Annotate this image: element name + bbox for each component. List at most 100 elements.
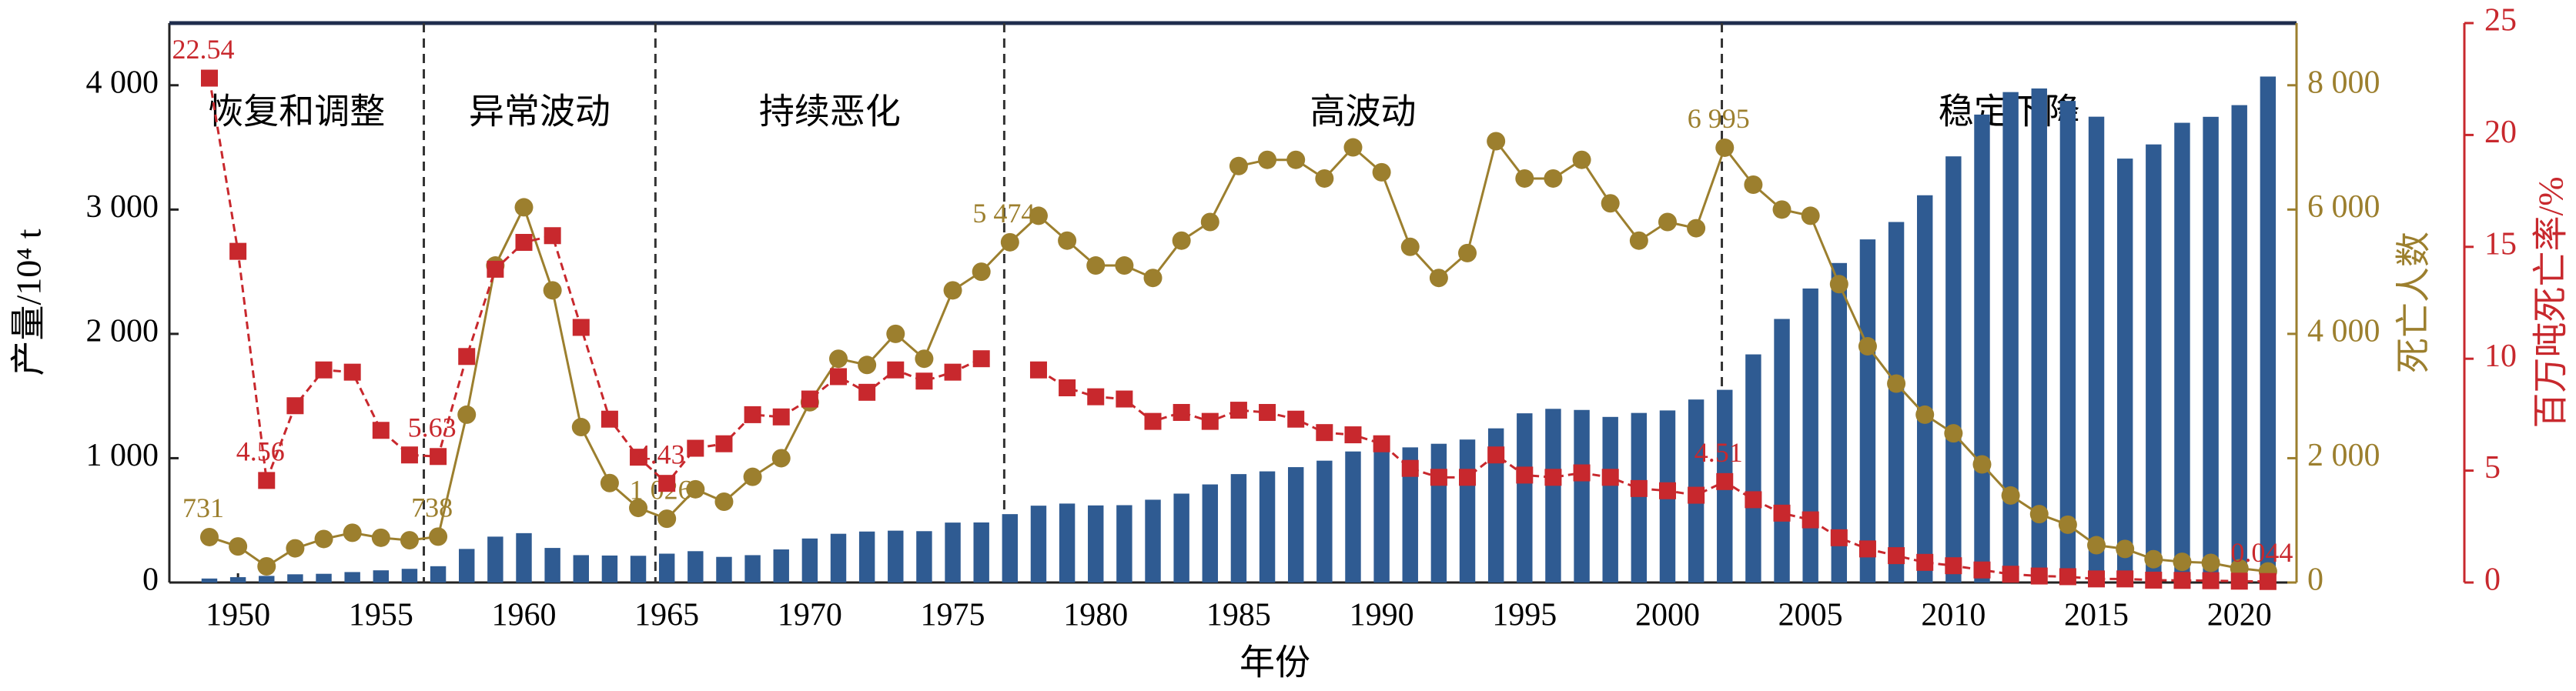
point: [1316, 424, 1333, 442]
bar: [1030, 506, 1047, 583]
bar: [401, 569, 418, 583]
bar: [1459, 439, 1476, 583]
point: [1487, 132, 1506, 151]
y3-axis-title: 百万吨死亡率/%: [2531, 176, 2571, 428]
point: [257, 556, 276, 576]
point: [1829, 275, 1848, 294]
x-tick-label: 1985: [1206, 598, 1271, 633]
point: [458, 348, 476, 366]
bar: [516, 532, 532, 583]
point: [1744, 175, 1763, 195]
x-tick-label: 1975: [921, 598, 985, 633]
point: [2059, 568, 2076, 586]
point: [1573, 464, 1591, 482]
point: [400, 531, 419, 550]
y2-tick-label: 4 000: [2307, 314, 2380, 349]
bar: [1945, 156, 1962, 583]
point: [400, 446, 418, 464]
point: [771, 449, 791, 468]
bar: [2059, 101, 2076, 583]
bar: [773, 549, 789, 583]
x-tick-label: 2020: [2207, 598, 2272, 633]
bar: [945, 522, 961, 583]
bar: [1917, 195, 1933, 583]
bar: [1859, 239, 1876, 583]
bar: [487, 536, 503, 583]
point: [200, 69, 218, 87]
point: [772, 408, 790, 426]
bar: [1088, 505, 1104, 583]
line: [208, 78, 982, 486]
y2-tick-label: 8 000: [2307, 65, 2380, 100]
point: [657, 509, 677, 529]
bar: [2031, 88, 2047, 583]
line: [1038, 369, 2268, 583]
point: [1658, 212, 1677, 232]
bar: [2146, 144, 2162, 583]
bar: [1287, 467, 1304, 583]
point: [544, 227, 561, 245]
point: [430, 448, 447, 466]
point: [1458, 243, 1477, 262]
point: [1201, 412, 1219, 430]
point: [1459, 469, 1477, 486]
point: [1687, 219, 1706, 238]
y-tick-label: 3 000: [86, 189, 159, 225]
point: [2173, 572, 2191, 589]
point: [801, 390, 818, 408]
bar: [2116, 159, 2133, 583]
bar: [573, 555, 589, 583]
bar: [801, 538, 818, 583]
point: [1143, 269, 1163, 288]
bar: [1745, 354, 1761, 583]
point: [1173, 403, 1190, 421]
point: [1601, 469, 1619, 486]
bar: [973, 522, 989, 583]
bar: [1002, 514, 1019, 583]
x-tick-label: 2000: [1635, 598, 1700, 633]
point: [1801, 206, 1820, 225]
point: [372, 422, 390, 439]
bar: [1373, 448, 1390, 583]
point: [886, 324, 905, 343]
bar: [888, 530, 904, 583]
y2-tick-label: 6 000: [2307, 189, 2380, 225]
point: [286, 539, 305, 558]
y3-tick-label: 0: [2484, 562, 2501, 598]
point: [1487, 446, 1505, 464]
point: [315, 361, 333, 379]
point: [1286, 150, 1306, 169]
point: [1429, 269, 1448, 288]
bar: [1173, 493, 1189, 583]
bar: [830, 533, 847, 583]
point: [1373, 435, 1390, 452]
point: [1258, 150, 1277, 169]
point: [1229, 402, 1247, 419]
point: [229, 242, 247, 260]
y-tick-label: 2 000: [86, 314, 159, 349]
point: [2087, 536, 2106, 555]
point: [2058, 515, 2077, 534]
point: [487, 260, 504, 278]
point: [1944, 424, 1963, 443]
point: [1858, 540, 1876, 558]
point: [1229, 156, 1248, 175]
point: [1315, 169, 1334, 188]
bar: [344, 572, 360, 583]
bar: [1831, 262, 1848, 583]
bar: [1888, 222, 1905, 583]
point: [514, 198, 534, 217]
point: [572, 319, 590, 336]
bar: [544, 548, 560, 583]
bar: [858, 531, 875, 583]
bar: [630, 556, 647, 583]
point: [743, 467, 762, 486]
point: [1172, 231, 1191, 250]
period-label: 高波动: [1310, 92, 1416, 132]
data-label: 4.51: [1694, 437, 1743, 468]
point: [744, 406, 761, 423]
x-tick-label: 2015: [2064, 598, 2129, 633]
period-label: 恢复和调整: [208, 92, 385, 132]
point: [829, 349, 848, 369]
